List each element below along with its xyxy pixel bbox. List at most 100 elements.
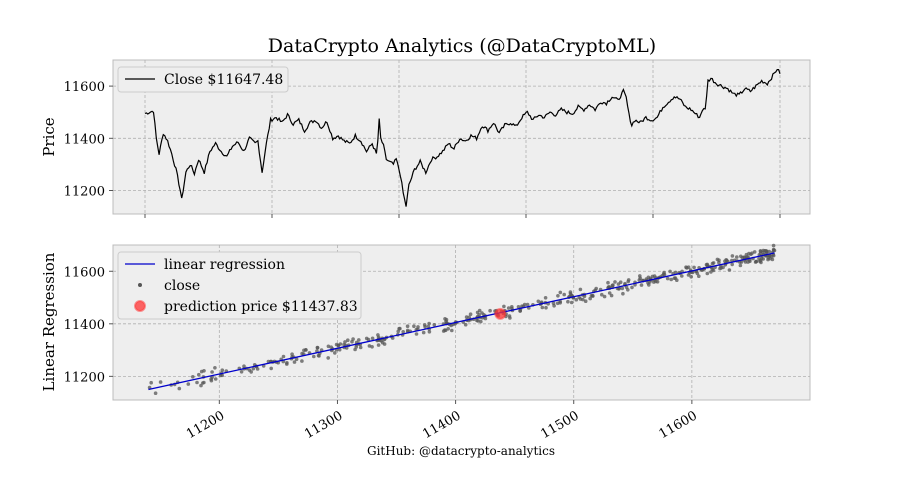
close-scatter-point [543,296,548,300]
close-scatter-point [758,249,763,253]
close-scatter-point [552,304,556,308]
close-scatter-point [668,269,672,274]
close-scatter-point [337,347,342,352]
close-scatter-point [654,279,658,284]
close-scatter-point [477,308,482,313]
close-scatter-point [315,345,320,350]
close-scatter-point [242,364,246,369]
close-scatter-point [255,367,260,371]
close-scatter-point [480,311,484,315]
close-scatter-point [544,305,548,310]
close-scatter-point [618,280,623,285]
close-scatter-point [412,324,416,329]
close-scatter-point [302,348,306,353]
close-scatter-point [648,280,652,284]
close-scatter-point [366,337,371,342]
regression-legend-box [117,251,362,320]
close-scatter-point [623,281,627,286]
close-scatter-point [606,280,610,285]
close-scatter-point [754,259,758,264]
close-scatter-point [506,306,511,310]
close-scatter-point [370,345,374,349]
close-scatter-point [630,285,634,290]
close-scatter-point [294,357,299,362]
close-scatter-point [149,380,153,385]
close-scatter-point [353,347,357,352]
close-scatter-point [336,343,341,348]
close-scatter-point [326,344,331,349]
close-scatter-point [767,249,771,254]
close-scatter-point [423,325,427,329]
close-scatter-point [186,382,191,386]
regression-x-ticks: 11200 11300 11400 11500 11600 [184,400,700,442]
close-scatter-point [730,254,735,258]
close-scatter-point [692,265,696,270]
close-scatter-point [536,299,541,304]
close-scatter-point [199,383,203,388]
regression-y-ticks: 11200 11400 11600 [64,265,113,385]
close-scatter-point [710,261,715,266]
close-scatter-point [153,391,158,396]
close-scatter-point [158,380,163,384]
regression-x-tick-label: 11400 [420,408,463,442]
close-scatter-point [662,272,667,277]
close-scatter-point [382,342,387,346]
close-scatter-point [669,277,673,282]
close-scatter-point [333,351,337,355]
close-scatter-point [727,268,732,272]
close-scatter-point [650,274,655,279]
close-scatter-point [680,274,684,278]
close-scatter-point [463,322,468,327]
close-scatter-point [405,324,410,329]
price-panel: 11200 11400 11600 Price Close $11647.48 [40,59,811,218]
price-legend: Close $11647.48 [117,66,289,93]
close-scatter-point [578,297,583,301]
close-scatter-point [617,287,621,291]
close-scatter-point [350,339,354,344]
close-scatter-point [210,370,214,374]
close-scatter-legend-label: close [164,278,200,294]
close-scatter-point [715,257,720,262]
close-scatter-point [766,257,770,262]
close-price-line [144,69,781,207]
close-scatter-point [590,293,595,298]
close-scatter-point [468,312,473,317]
regression-y-axis-label: Linear Regression [40,252,58,391]
close-scatter-point [711,268,716,273]
close-scatter-point [705,271,710,276]
regression-x-tick-label: 11300 [302,408,345,442]
close-scatter-point [568,292,573,296]
close-scatter-point [607,291,612,295]
close-scatter-point [759,256,764,261]
close-scatter-point [427,330,432,334]
close-scatter-point [427,321,431,326]
close-scatter-point [343,340,347,344]
close-scatter-point [771,243,776,248]
price-legend-box [117,66,289,93]
price-y-tick-label: 11400 [64,132,105,147]
close-scatter-point [290,352,294,357]
close-scatter-point [432,323,437,327]
close-scatter-point [621,291,625,296]
close-scatter-point [730,262,734,267]
prediction-legend-label: prediction price $11437.83 [164,299,358,315]
close-scatter-point [562,292,566,297]
close-scatter-point [574,297,579,302]
close-scatter-point [717,260,721,265]
close-scatter-point [202,369,206,373]
close-legend-label: Close $11647.48 [164,72,283,88]
close-scatter-point [620,286,625,291]
close-scatter-point [540,305,545,310]
close-scatter-point [357,338,361,342]
close-scatter-point [556,294,560,298]
credit-text: GitHub: @datacrypto-analytics [367,444,555,458]
close-scatter-point [569,300,574,305]
close-scatter-point [414,332,419,336]
price-y-axis-label: Price [40,117,58,156]
close-scatter-point [770,257,775,262]
close-scatter-point [626,279,630,284]
close-scatter-point [697,274,701,279]
regression-legend-label: linear regression [164,257,285,273]
regression-x-tick-label: 11200 [184,408,227,442]
prediction-point [494,307,507,320]
